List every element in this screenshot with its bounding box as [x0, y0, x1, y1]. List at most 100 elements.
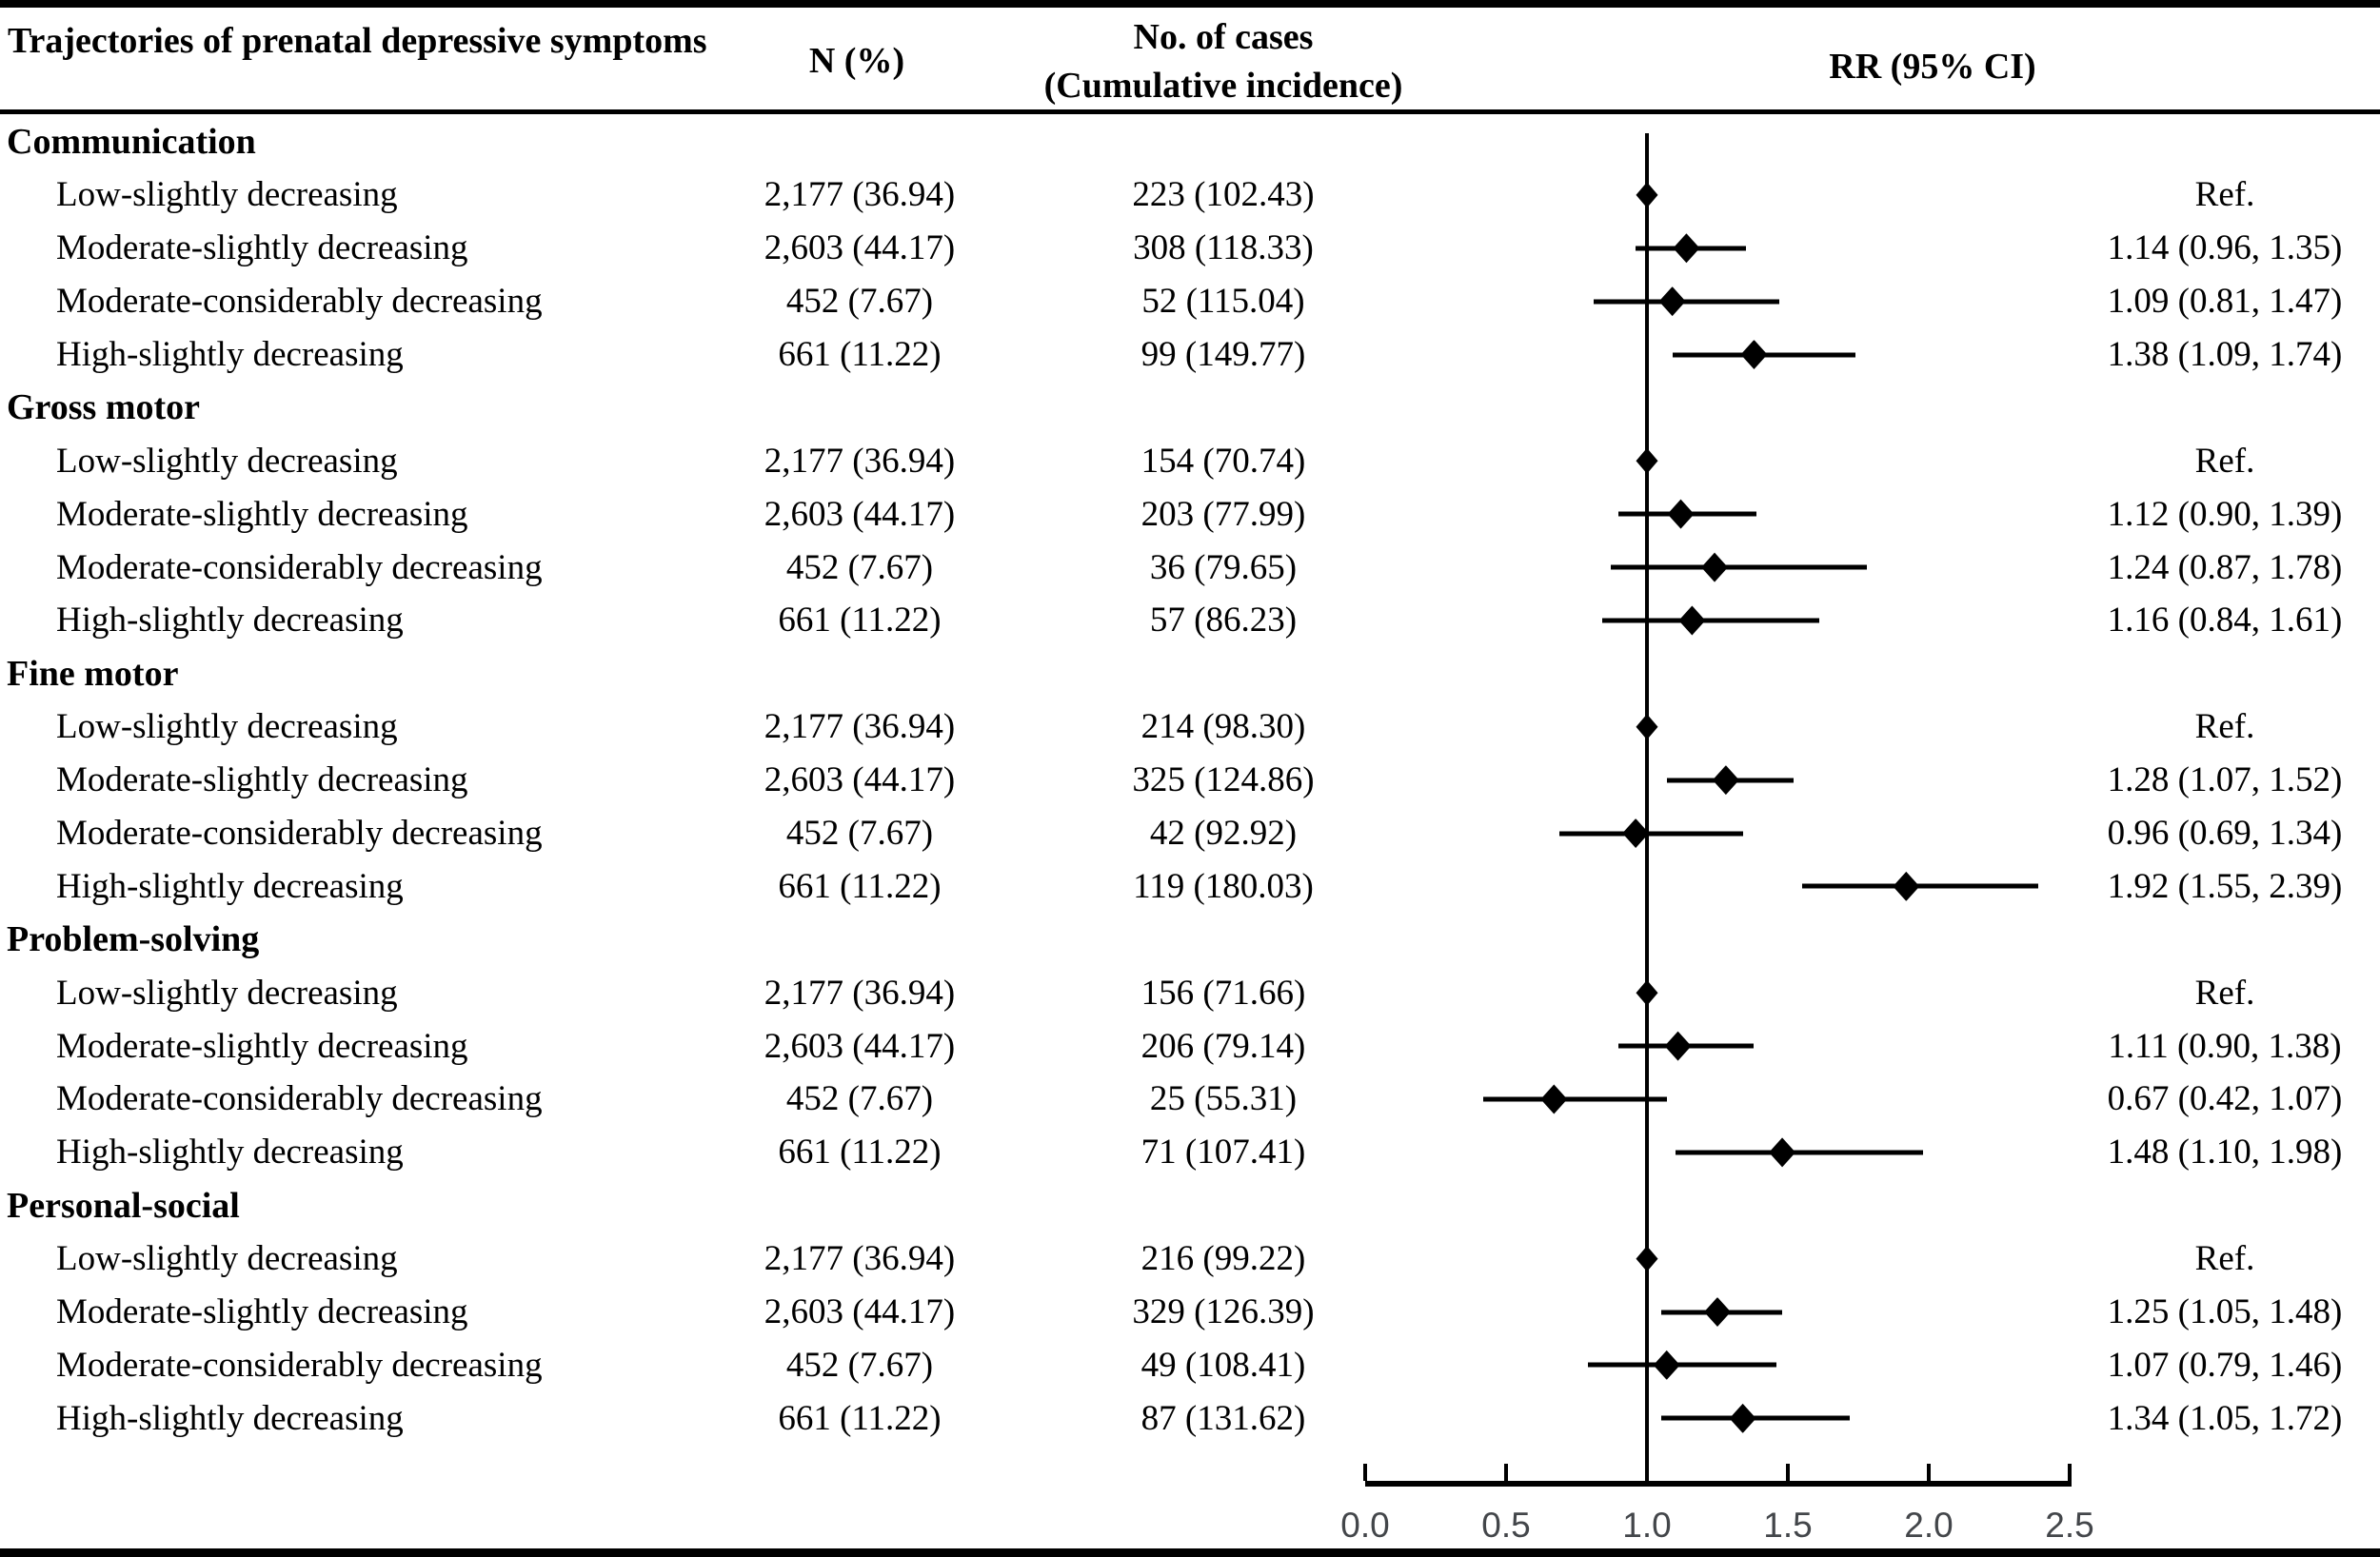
column-header-trajectories: Trajectories of prenatal depressive symp… [8, 21, 707, 61]
cases-value: 206 (79.14) [1140, 1026, 1306, 1066]
cases-value: 49 (108.41) [1140, 1345, 1306, 1385]
rr-ci-text: 1.12 (0.90, 1.39) [2107, 494, 2343, 534]
point-estimate-diamond [1664, 1031, 1692, 1061]
trajectory-label: Low-slightly decreasing [56, 973, 398, 1013]
n-percent-value: 2,603 (44.17) [764, 494, 956, 534]
trajectory-label: Moderate-considerably decreasing [56, 1079, 543, 1119]
trajectory-label: Moderate-slightly decreasing [56, 228, 468, 268]
table-row: High-slightly decreasing 661 (11.22) 87 (1… [0, 1391, 2380, 1445]
rr-ci-text: 1.07 (0.79, 1.46) [2107, 1345, 2343, 1385]
table-row: Moderate-considerably decreasing 452 (7.6… [0, 541, 2380, 594]
cases-value: 52 (115.04) [1141, 282, 1305, 322]
rr-ci-text: 1.25 (1.05, 1.48) [2107, 1292, 2343, 1332]
trajectory-label: High-slightly decreasing [56, 601, 404, 641]
table-row: Moderate-slightly decreasing 2,603 (44.17… [0, 754, 2380, 807]
confidence-interval-line [1593, 299, 1780, 305]
section-row: Personal-social [0, 1179, 2380, 1232]
x-axis-tick-label: 2.0 [1904, 1506, 1954, 1545]
trajectory-label: Low-slightly decreasing [56, 175, 398, 215]
table-row: Moderate-slightly decreasing 2,603 (44.17… [0, 222, 2380, 275]
n-percent-value: 452 (7.67) [785, 1345, 934, 1385]
rr-ci-text: 1.11 (0.90, 1.38) [2108, 1026, 2342, 1066]
table-row: Moderate-considerably decreasing 452 (7.6… [0, 807, 2380, 860]
n-percent-value: 2,177 (36.94) [764, 973, 956, 1013]
section-row: Communication [0, 115, 2380, 168]
confidence-interval-line [1675, 1150, 1924, 1155]
trajectory-label: Moderate-slightly decreasing [56, 760, 468, 800]
n-percent-value: 452 (7.67) [785, 814, 934, 854]
n-percent-value: 2,603 (44.17) [764, 760, 956, 800]
trajectory-label: Moderate-slightly decreasing [56, 494, 468, 534]
x-axis-tick-label: 1.0 [1622, 1506, 1672, 1545]
x-axis-tick-label: 2.5 [2045, 1506, 2094, 1545]
table-row: Moderate-slightly decreasing 2,603 (44.17… [0, 1286, 2380, 1339]
table-row: Low-slightly decreasing 2,177 (36.94) 223 … [0, 168, 2380, 222]
rr-ci-text: 0.96 (0.69, 1.34) [2107, 814, 2343, 854]
cases-value: 214 (98.30) [1140, 707, 1306, 747]
confidence-interval-line [1587, 1362, 1777, 1368]
x-axis-tick-label: 1.5 [1763, 1506, 1813, 1545]
column-header-rr-ci: RR (95% CI) [1829, 47, 2036, 87]
cases-value: 308 (118.33) [1133, 228, 1314, 268]
header-separator-rule [0, 109, 2380, 114]
trajectory-label: Low-slightly decreasing [56, 707, 398, 747]
x-axis-line [1365, 1481, 2072, 1487]
cases-value: 57 (86.23) [1149, 601, 1298, 641]
cases-value: 154 (70.74) [1140, 441, 1306, 481]
section-row: Problem-solving [0, 913, 2380, 966]
n-percent-value: 2,603 (44.17) [764, 228, 956, 268]
column-header-cases-line1: No. of cases [1133, 17, 1314, 57]
cases-value: 36 (79.65) [1149, 547, 1298, 587]
n-percent-value: 452 (7.67) [785, 282, 934, 322]
section-title: Communication [7, 121, 256, 162]
trajectory-label: Moderate-considerably decreasing [56, 814, 543, 854]
confidence-interval-line [1483, 1096, 1667, 1102]
n-percent-value: 2,177 (36.94) [764, 441, 956, 481]
rr-ci-text: 1.24 (0.87, 1.78) [2107, 547, 2343, 587]
x-axis-tick-label: 0.0 [1340, 1506, 1390, 1545]
section-title: Problem-solving [7, 919, 260, 960]
point-estimate-diamond [1701, 552, 1729, 582]
point-estimate-diamond [1540, 1084, 1568, 1114]
rr-ci-text: Ref. [2194, 707, 2255, 747]
trajectory-label: Moderate-considerably decreasing [56, 1345, 543, 1385]
rr-ci-text: 1.16 (0.84, 1.61) [2107, 601, 2343, 641]
point-estimate-diamond [1729, 1403, 1756, 1433]
trajectory-label: Moderate-slightly decreasing [56, 1292, 468, 1332]
n-percent-value: 661 (11.22) [778, 1133, 942, 1173]
table-row: Moderate-considerably decreasing 452 (7.6… [0, 1338, 2380, 1391]
n-percent-value: 661 (11.22) [778, 866, 942, 906]
cases-value: 329 (126.39) [1132, 1292, 1315, 1332]
table-row: Moderate-considerably decreasing 452 (7.6… [0, 275, 2380, 328]
n-percent-value: 661 (11.22) [778, 1398, 942, 1438]
n-percent-value: 2,603 (44.17) [764, 1292, 956, 1332]
trajectory-label: Low-slightly decreasing [56, 441, 398, 481]
n-percent-value: 2,177 (36.94) [764, 175, 956, 215]
confidence-interval-line [1559, 831, 1743, 837]
x-axis-tick [1504, 1464, 1508, 1481]
table-row: Moderate-considerably decreasing 452 (7.6… [0, 1073, 2380, 1126]
point-estimate-diamond [1893, 871, 1920, 901]
x-axis-tick [1645, 1464, 1649, 1481]
table-body: Communication Low-slightly decreasing 2,17… [0, 115, 2380, 1445]
table-row: Low-slightly decreasing 2,177 (36.94) 154 … [0, 434, 2380, 487]
point-estimate-diamond [1653, 1350, 1680, 1380]
trajectory-label: Moderate-considerably decreasing [56, 282, 543, 322]
cases-value: 42 (92.92) [1149, 814, 1298, 854]
section-row: Gross motor [0, 381, 2380, 434]
cases-value: 216 (99.22) [1140, 1239, 1306, 1279]
table-row: High-slightly decreasing 661 (11.22) 119 (… [0, 859, 2380, 913]
cases-value: 71 (107.41) [1140, 1133, 1306, 1173]
rr-ci-text: 1.92 (1.55, 2.39) [2107, 866, 2343, 906]
section-title: Fine motor [7, 653, 179, 694]
x-axis-tick [2068, 1464, 2072, 1481]
cases-value: 156 (71.66) [1140, 973, 1306, 1013]
point-estimate-diamond [1769, 1137, 1796, 1168]
x-axis-tick-label: 0.5 [1481, 1506, 1531, 1545]
n-percent-value: 2,603 (44.17) [764, 1026, 956, 1066]
rr-ci-text: 1.28 (1.07, 1.52) [2107, 760, 2343, 800]
trajectory-label: High-slightly decreasing [56, 1398, 404, 1438]
cases-value: 223 (102.43) [1132, 175, 1315, 215]
column-header-n-percent: N (%) [808, 41, 905, 81]
